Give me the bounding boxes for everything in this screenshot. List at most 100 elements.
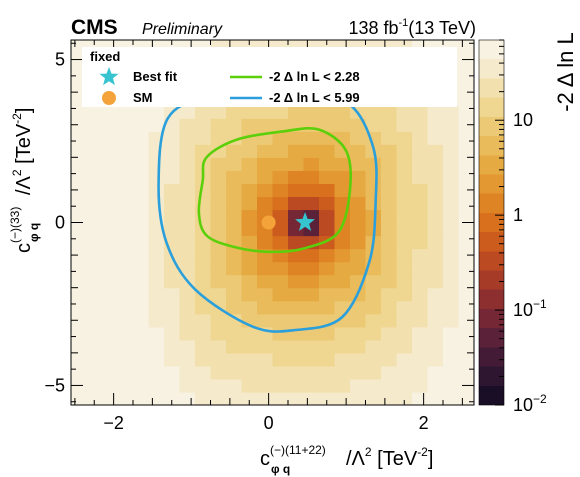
heatmap-cell (86, 287, 103, 302)
heatmap-cell (71, 131, 88, 145)
heatmap-cell (319, 196, 336, 211)
circle-icon (102, 91, 116, 105)
heatmap-cell (257, 391, 274, 405)
y-title-end: ] (13, 108, 35, 114)
heatmap-cell (117, 209, 134, 224)
heatmap-cell (71, 339, 88, 354)
heatmap-cell (396, 326, 413, 341)
heatmap-cell (288, 222, 305, 237)
heatmap-cell (241, 300, 258, 315)
heatmap-cell (427, 261, 444, 276)
heatmap-cell (381, 170, 398, 184)
heatmap-cell (133, 365, 150, 380)
heatmap-cell (334, 105, 351, 119)
heatmap-cell (334, 183, 351, 198)
heatmap-cell (381, 287, 398, 302)
heatmap-cell (288, 131, 305, 145)
heatmap-cell (226, 261, 243, 276)
heatmap-cell (133, 118, 150, 132)
y-title-unit: [TeV (13, 123, 35, 169)
heatmap-cell (226, 196, 243, 211)
heatmap-cell (133, 235, 150, 250)
heatmap-cell (396, 235, 413, 250)
heatmap-cell (241, 144, 258, 158)
heatmap-cell (272, 300, 289, 315)
heatmap-cell (365, 118, 382, 132)
heatmap-cell (102, 300, 119, 315)
heatmap-cell (396, 144, 413, 158)
heatmap-cell (319, 144, 336, 158)
heatmap-cell (396, 105, 413, 119)
heatmap-cell (257, 196, 274, 211)
heatmap-cell (195, 183, 212, 198)
heatmap-cell (241, 261, 258, 276)
heatmap-cell (458, 365, 474, 380)
y-title-sub: φ q (27, 223, 41, 242)
heatmap-cell (350, 248, 367, 263)
heatmap-cell (179, 352, 196, 367)
heatmap-cell (148, 287, 165, 302)
legend-header: fixed (90, 49, 120, 64)
heatmap-cell (334, 313, 351, 328)
heatmap-cell (350, 131, 367, 145)
heatmap-cell (458, 391, 474, 405)
heatmap-cell (71, 326, 88, 341)
lumi-exponent: -1 (399, 17, 409, 29)
heatmap-cell (427, 391, 444, 405)
heatmap-cell (179, 118, 196, 132)
heatmap-cell (288, 196, 305, 211)
heatmap-cell (381, 144, 398, 158)
heatmap-cell (257, 105, 274, 119)
heatmap-cell (117, 157, 134, 171)
heatmap-cell (164, 196, 181, 211)
heatmap-cell (396, 261, 413, 276)
heatmap-cell (210, 118, 227, 132)
heatmap-cell (210, 287, 227, 302)
heatmap-cell (396, 222, 413, 237)
heatmap-cell (133, 248, 150, 263)
heatmap-cell (396, 339, 413, 354)
x-tick-label: −2 (103, 413, 124, 433)
heatmap-cell (226, 287, 243, 302)
heatmap-cell (365, 300, 382, 315)
heatmap-cell (133, 313, 150, 328)
y-title-rest-sup: 2 (10, 169, 24, 176)
heatmap-cell (350, 157, 367, 171)
heatmap-cell (71, 209, 88, 224)
heatmap-cell (195, 118, 212, 132)
heatmap-cell (148, 170, 165, 184)
heatmap-cell (226, 339, 243, 354)
heatmap-cell (288, 339, 305, 354)
heatmap-cell (117, 170, 134, 184)
heatmap-cell (303, 144, 320, 158)
colorbar-title: -2 Δ ln L (553, 32, 578, 112)
heatmap-cell (412, 105, 429, 119)
heatmap-cell (365, 391, 382, 405)
x-axis-ticks: −2 0 2 (74, 40, 463, 433)
heatmap-cell (350, 183, 367, 198)
colorbar-ticks: 10 1 10−1 10−2 (495, 39, 547, 415)
heatmap-cell (443, 222, 460, 237)
heatmap-cell (396, 209, 413, 224)
heatmap-cell (241, 378, 258, 393)
heatmap-cell (71, 261, 88, 276)
legend-label-best-fit: Best fit (133, 69, 178, 84)
heatmap-cell (272, 157, 289, 171)
heatmap-cell (241, 118, 258, 132)
heatmap-cell (133, 196, 150, 211)
heatmap-cell (303, 326, 320, 341)
heatmap-cell (195, 261, 212, 276)
heatmap-cell (350, 144, 367, 158)
heatmap-cell (86, 170, 103, 184)
heatmap-cell (288, 378, 305, 393)
heatmap-cell (334, 157, 351, 171)
heatmap-cell (102, 157, 119, 171)
heatmap-cell (241, 157, 258, 171)
x-title-sup: (−)(11+22) (270, 443, 326, 457)
heatmap-cell (71, 222, 88, 237)
heatmap-cell (458, 183, 474, 198)
heatmap-cell (117, 118, 134, 132)
heatmap-cell (412, 170, 429, 184)
heatmap-cell (226, 365, 243, 380)
heatmap-cell (303, 157, 320, 171)
